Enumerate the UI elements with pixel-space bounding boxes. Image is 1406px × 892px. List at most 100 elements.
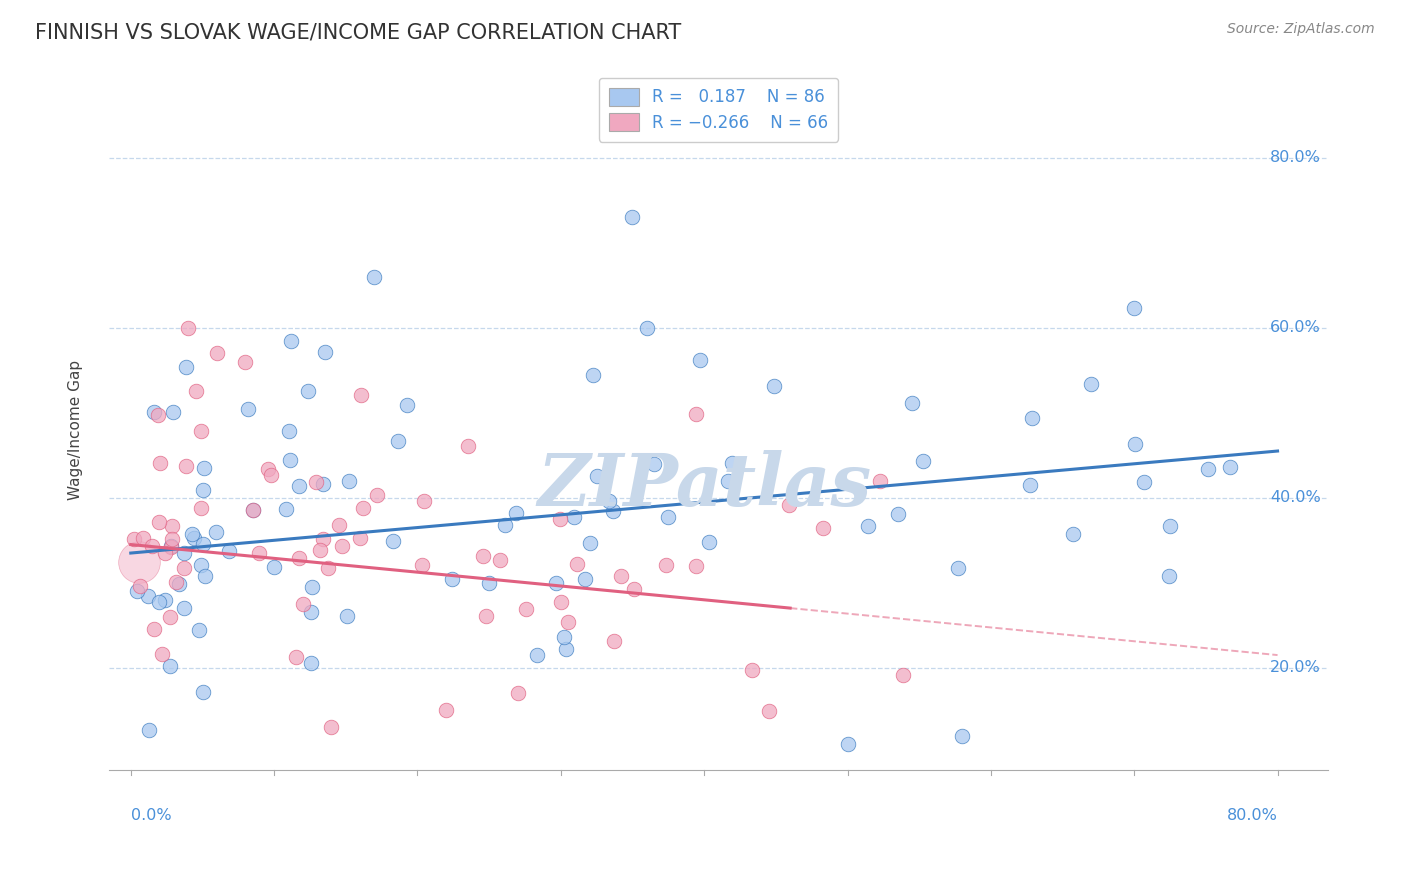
Point <box>260 467 283 482</box>
Point <box>190 425 212 439</box>
Text: 40.0%: 40.0% <box>1270 491 1320 505</box>
Point <box>190 558 212 573</box>
Point <box>159 659 181 673</box>
Point <box>247 545 270 559</box>
Point <box>160 540 183 554</box>
Point <box>1122 301 1144 315</box>
Point <box>396 398 419 412</box>
Point <box>494 518 516 533</box>
Point <box>148 457 170 471</box>
Point <box>177 320 200 334</box>
Text: FINNISH VS SLOVAK WAGE/INCOME GAP CORRELATION CHART: FINNISH VS SLOVAK WAGE/INCOME GAP CORREL… <box>35 22 682 42</box>
Point <box>291 598 314 612</box>
Point <box>478 575 501 590</box>
Point <box>193 483 215 498</box>
Point <box>174 360 197 375</box>
Point <box>544 576 567 591</box>
Point <box>183 531 205 545</box>
Point <box>363 269 385 284</box>
Point <box>657 509 679 524</box>
Point <box>1123 436 1146 450</box>
Point <box>165 574 187 589</box>
Point <box>1080 377 1102 392</box>
Point <box>475 608 498 623</box>
Point <box>280 334 302 348</box>
Point <box>218 544 240 558</box>
Point <box>778 498 800 512</box>
Point <box>1159 569 1181 583</box>
Point <box>318 561 340 575</box>
Point <box>381 534 404 549</box>
Point <box>321 720 343 734</box>
Point <box>129 579 152 593</box>
Point <box>167 576 190 591</box>
Point <box>585 468 607 483</box>
Point <box>278 453 301 467</box>
Point <box>174 459 197 474</box>
Point <box>205 346 228 360</box>
Point <box>457 439 479 453</box>
Point <box>173 601 195 615</box>
Point <box>412 493 434 508</box>
Point <box>238 401 260 416</box>
Point <box>242 503 264 517</box>
Point <box>124 533 146 547</box>
Point <box>411 558 433 573</box>
Text: 20.0%: 20.0% <box>1270 660 1320 675</box>
Point <box>314 345 336 359</box>
Point <box>582 368 605 383</box>
Point <box>621 211 644 225</box>
Point <box>813 521 835 535</box>
Point <box>689 352 711 367</box>
Point <box>602 504 624 518</box>
Point <box>655 558 678 572</box>
Point <box>891 668 914 682</box>
Point <box>488 553 510 567</box>
Point <box>146 408 169 422</box>
Text: 80.0%: 80.0% <box>1226 808 1278 823</box>
Point <box>287 479 309 493</box>
Point <box>301 580 323 594</box>
Point <box>337 474 360 488</box>
Point <box>125 583 148 598</box>
Point <box>190 500 212 515</box>
Point <box>610 569 633 583</box>
Point <box>188 623 211 637</box>
Text: 0.0%: 0.0% <box>131 808 172 823</box>
Point <box>526 648 548 662</box>
Point <box>257 462 280 476</box>
Point <box>505 506 527 520</box>
Point <box>278 425 301 439</box>
Point <box>299 656 322 670</box>
Point <box>328 517 350 532</box>
Point <box>153 546 176 560</box>
Point <box>186 384 208 398</box>
Point <box>1021 411 1043 425</box>
Text: 80.0%: 80.0% <box>1270 150 1320 165</box>
Point <box>132 531 155 545</box>
Point <box>579 536 602 550</box>
Point <box>387 434 409 449</box>
Point <box>553 630 575 644</box>
Point <box>330 539 353 553</box>
Point <box>946 560 969 574</box>
Point <box>128 555 150 569</box>
Point <box>515 602 537 616</box>
Point <box>717 475 740 489</box>
Text: ZIPatlas: ZIPatlas <box>537 450 872 521</box>
Point <box>148 515 170 529</box>
Point <box>173 561 195 575</box>
Point <box>162 405 184 419</box>
Point <box>471 549 494 563</box>
Point <box>138 589 160 603</box>
Point <box>1062 527 1084 541</box>
Point <box>858 519 880 533</box>
Text: Source: ZipAtlas.com: Source: ZipAtlas.com <box>1227 22 1375 37</box>
Point <box>235 355 257 369</box>
Point <box>697 535 720 549</box>
Text: Wage/Income Gap: Wage/Income Gap <box>67 359 83 500</box>
Point <box>912 454 935 468</box>
Point <box>153 593 176 607</box>
Point <box>150 647 173 661</box>
Point <box>598 493 620 508</box>
